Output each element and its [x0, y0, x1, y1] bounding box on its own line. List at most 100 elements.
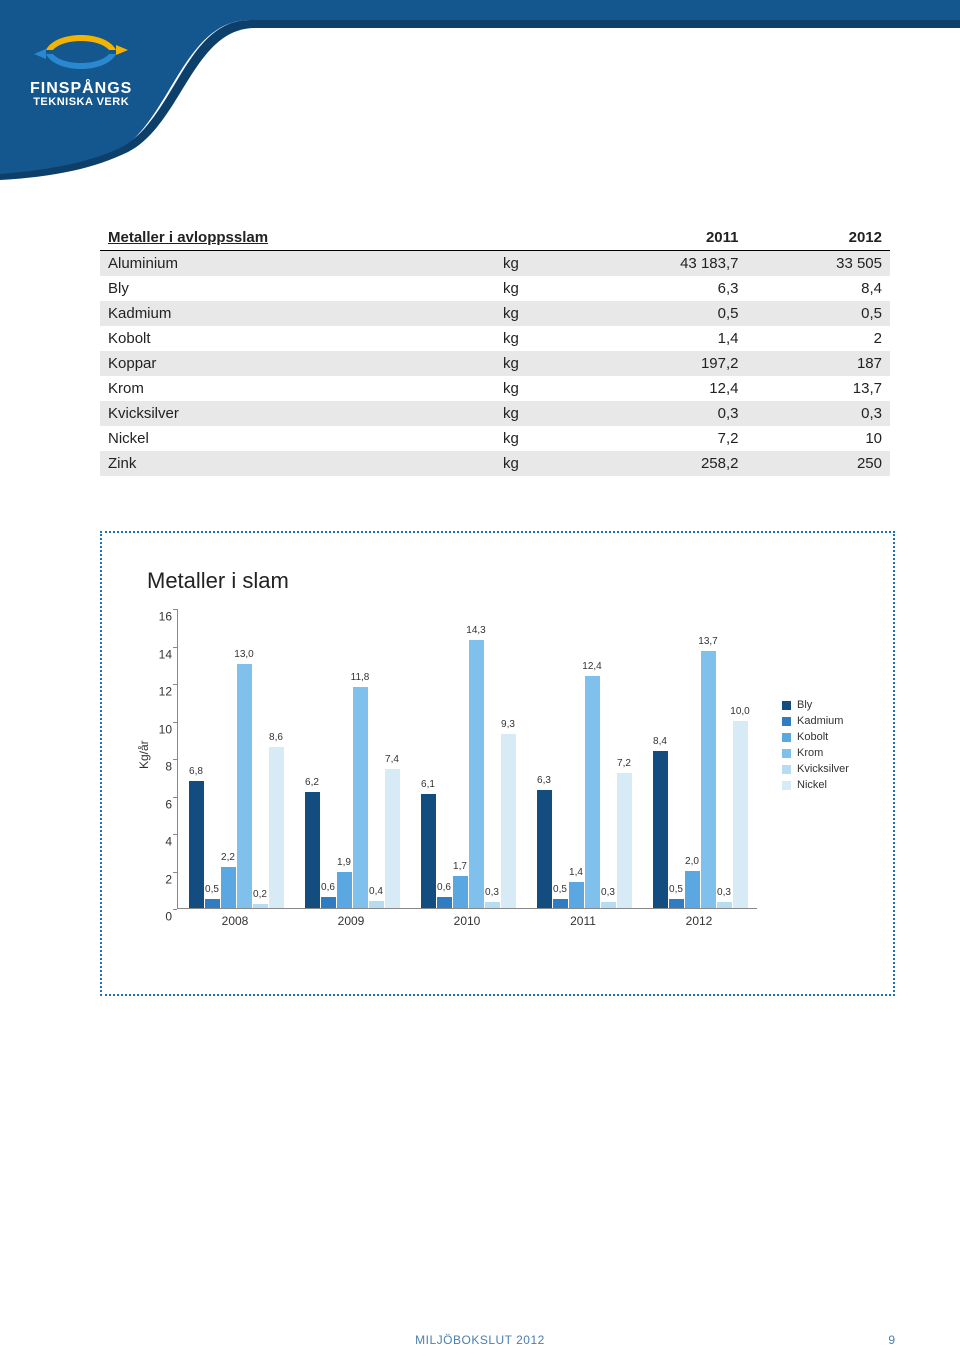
- legend-item: Krom: [782, 747, 849, 759]
- bar-group: 8,40,52,013,70,310,0: [653, 651, 748, 908]
- bar-value-label: 2,2: [221, 852, 235, 863]
- metal-2012: 0,5: [746, 301, 890, 326]
- bar: 0,5: [669, 899, 684, 908]
- metal-2011: 0,5: [574, 301, 746, 326]
- metal-2011: 0,3: [574, 401, 746, 426]
- chart-legend: Bly Kadmium Kobolt Krom Kvicksilver Nickel: [782, 699, 849, 795]
- metal-name: Bly: [100, 276, 495, 301]
- metal-2012: 187: [746, 351, 890, 376]
- metal-unit: kg: [495, 251, 574, 277]
- metal-name: Zink: [100, 451, 495, 476]
- bar: 6,2: [305, 792, 320, 908]
- bar-value-label: 11,8: [351, 672, 370, 683]
- bar: 0,3: [601, 902, 616, 908]
- metal-unit: kg: [495, 451, 574, 476]
- table-header-2011: 2011: [574, 225, 746, 251]
- legend-item: Bly: [782, 699, 849, 711]
- legend-item: Kadmium: [782, 715, 849, 727]
- chart-title: Metaller i slam: [147, 568, 873, 594]
- bar: 7,4: [385, 769, 400, 908]
- bar-group: 6,30,51,412,40,37,2: [537, 676, 632, 909]
- bar-group: 6,80,52,213,00,28,6: [189, 664, 284, 908]
- x-category-label: 2008: [185, 914, 285, 928]
- legend-label: Kobolt: [797, 731, 828, 743]
- bar-group: 6,10,61,714,30,39,3: [421, 640, 516, 908]
- bar-value-label: 6,3: [537, 775, 551, 786]
- metal-unit: kg: [495, 426, 574, 451]
- metal-2012: 10: [746, 426, 890, 451]
- bar-value-label: 8,6: [269, 732, 283, 743]
- bar: 10,0: [733, 721, 748, 909]
- bar: 0,4: [369, 901, 384, 909]
- y-tick-label: 6: [132, 797, 172, 812]
- bar-value-label: 0,2: [253, 889, 267, 900]
- bar: 1,7: [453, 876, 468, 908]
- bar: 6,1: [421, 794, 436, 908]
- legend-swatch: [782, 701, 791, 710]
- legend-item: Kvicksilver: [782, 763, 849, 775]
- bar-value-label: 7,2: [617, 758, 631, 769]
- metal-2012: 33 505: [746, 251, 890, 277]
- bar-value-label: 13,7: [698, 636, 717, 647]
- bar-value-label: 0,3: [485, 887, 499, 898]
- bar: 1,9: [337, 872, 352, 908]
- metal-unit: kg: [495, 401, 574, 426]
- bar: 6,3: [537, 790, 552, 908]
- bar: 1,4: [569, 882, 584, 908]
- bar-value-label: 6,2: [305, 777, 319, 788]
- legend-label: Kadmium: [797, 715, 843, 727]
- table-row: Blykg6,38,4: [100, 276, 890, 301]
- bar-value-label: 0,4: [369, 886, 383, 897]
- bar-value-label: 0,6: [321, 882, 335, 893]
- y-tick-label: 10: [132, 722, 172, 737]
- metal-unit: kg: [495, 276, 574, 301]
- bar-value-label: 0,6: [437, 882, 451, 893]
- bar-value-label: 1,4: [569, 867, 583, 878]
- y-tick-label: 12: [132, 685, 172, 700]
- x-category-label: 2011: [533, 914, 633, 928]
- metal-2012: 2: [746, 326, 890, 351]
- bar-value-label: 0,3: [717, 887, 731, 898]
- metal-2012: 8,4: [746, 276, 890, 301]
- metal-2012: 13,7: [746, 376, 890, 401]
- bar: 13,0: [237, 664, 252, 908]
- bar: 8,4: [653, 751, 668, 909]
- page-number: 9: [888, 1333, 895, 1347]
- metal-unit: kg: [495, 326, 574, 351]
- table-header-2012: 2012: [746, 225, 890, 251]
- header-curve: [0, 0, 960, 200]
- y-tick-label: 2: [132, 872, 172, 887]
- bar-value-label: 13,0: [234, 649, 253, 660]
- metal-name: Aluminium: [100, 251, 495, 277]
- bar: 11,8: [353, 687, 368, 908]
- metal-unit: kg: [495, 351, 574, 376]
- bar-value-label: 1,9: [337, 857, 351, 868]
- logo-text-line2: TEKNISKA VERK: [30, 97, 132, 108]
- company-logo: FINSPÅNGS TEKNISKA VERK: [30, 28, 132, 108]
- metal-2012: 0,3: [746, 401, 890, 426]
- y-tick-label: 14: [132, 647, 172, 662]
- bar-value-label: 6,1: [421, 779, 435, 790]
- y-tick-label: 0: [132, 910, 172, 925]
- bar-value-label: 0,5: [669, 884, 683, 895]
- bar-value-label: 6,8: [189, 766, 203, 777]
- metal-name: Kvicksilver: [100, 401, 495, 426]
- bar: 0,3: [485, 902, 500, 908]
- bar-value-label: 7,4: [385, 754, 399, 765]
- table-row: Koboltkg1,42: [100, 326, 890, 351]
- y-tick-label: 4: [132, 835, 172, 850]
- bar: 0,5: [205, 899, 220, 908]
- table-header-unit: [495, 225, 574, 251]
- bar: 6,8: [189, 781, 204, 909]
- bar-value-label: 10,0: [730, 706, 749, 717]
- metal-2011: 6,3: [574, 276, 746, 301]
- x-category-label: 2010: [417, 914, 517, 928]
- chart-container: Metaller i slam Kg/år 6,80,52,213,00,28,…: [100, 531, 895, 996]
- table-row: Kvicksilverkg0,30,3: [100, 401, 890, 426]
- table-row: Kopparkg197,2187: [100, 351, 890, 376]
- bar-value-label: 8,4: [653, 736, 667, 747]
- bar: 12,4: [585, 676, 600, 909]
- metal-name: Kadmium: [100, 301, 495, 326]
- legend-item: Nickel: [782, 779, 849, 791]
- bar: 0,6: [321, 897, 336, 908]
